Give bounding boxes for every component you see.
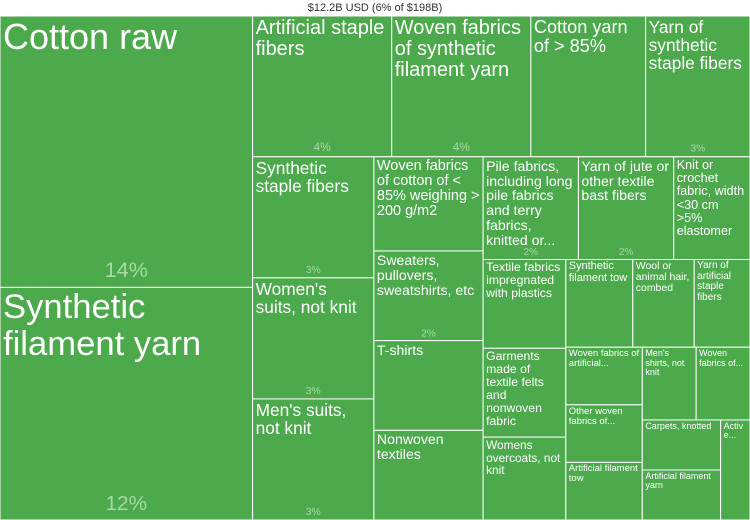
tile-label: Woven fabrics of cotton of < 85% weighin… bbox=[376, 157, 480, 220]
tile-label: Textile fabrics impregnated with plastic… bbox=[486, 260, 561, 301]
tile-label-box: Cotton raw bbox=[3, 16, 178, 57]
tile-label-box: Men's shirts, not knit bbox=[645, 348, 685, 378]
tile bbox=[632, 258, 695, 348]
tile bbox=[641, 346, 697, 421]
tile-label-box: Active... bbox=[723, 420, 744, 441]
tile-value-label: 2% bbox=[619, 247, 634, 258]
tile bbox=[565, 404, 643, 463]
tile-value-label: 2% bbox=[524, 247, 539, 258]
tile-value-label: 3% bbox=[690, 144, 705, 155]
tile-label-box: Yarn of jute or other textile bast fiber… bbox=[581, 157, 670, 204]
tile bbox=[641, 419, 722, 471]
tile bbox=[673, 156, 750, 260]
tile-label: Men's shirts, not knit bbox=[645, 348, 685, 378]
chart-title: $12.2B USD (6% of $198B) bbox=[308, 2, 443, 14]
tile-label-box: Sweaters, pullovers, sweatshirts, etc bbox=[376, 251, 475, 298]
tile bbox=[565, 346, 643, 406]
tile-label-box: Cotton yarn of > 85% bbox=[533, 17, 628, 57]
tile bbox=[252, 156, 375, 279]
tile-value-label: 4% bbox=[453, 140, 471, 154]
tile-label-box: Textile fabrics impregnated with plastic… bbox=[486, 260, 561, 301]
tile-label: Synthetic filament tow bbox=[568, 260, 628, 284]
tile-label: T-shirts bbox=[376, 341, 424, 358]
tile bbox=[0, 286, 254, 520]
tile-label: Synthetic filament yarn bbox=[3, 288, 202, 363]
tile bbox=[482, 156, 579, 260]
tile-label: Woven fabrics of synthetic filament yarn bbox=[394, 17, 521, 81]
tile-label: Yarn of artificial staple fibers bbox=[697, 260, 732, 303]
tile-label-box: Woven fabrics of... bbox=[699, 348, 744, 368]
tile-label: Knit or crochet fabric, width <30 cm >5%… bbox=[676, 157, 745, 239]
tile-label-box: Woven fabrics of synthetic filament yarn bbox=[394, 17, 521, 81]
tile-label: Sweaters, pullovers, sweatshirts, etc bbox=[376, 251, 475, 298]
tile bbox=[252, 398, 375, 520]
tile-label: Pile fabrics, including long pile fabric… bbox=[486, 157, 573, 248]
tile-label-box: Woven fabrics of artificial... bbox=[568, 348, 640, 370]
tile bbox=[482, 258, 567, 349]
tile-label-box: Wool or animal hair, combed bbox=[635, 261, 690, 295]
tile-label-box: Women's suits, not knit bbox=[255, 278, 357, 318]
tile bbox=[482, 436, 567, 520]
tile-label: Women's suits, not knit bbox=[255, 278, 357, 318]
tile-label-box: Synthetic filament yarn bbox=[3, 288, 202, 363]
tile-label-box: Knit or crochet fabric, width <30 cm >5%… bbox=[676, 157, 745, 239]
tile-label-box: T-shirts bbox=[376, 341, 424, 358]
tile-label-box: Synthetic filament tow bbox=[568, 260, 628, 284]
tile-label: Woven fabrics of artificial... bbox=[568, 348, 640, 370]
tile-label-box: Other woven fabrics of... bbox=[568, 405, 623, 427]
tile-label-box: Pile fabrics, including long pile fabric… bbox=[486, 157, 573, 248]
tile-label-box: Woven fabrics of cotton of < 85% weighin… bbox=[376, 157, 480, 220]
tile bbox=[720, 419, 750, 520]
tile-label-box: Yarn of artificial staple fibers bbox=[697, 260, 732, 303]
tile bbox=[252, 277, 375, 400]
tile-label: Garments made of textile felts and nonwo… bbox=[486, 349, 544, 428]
tile-label-box: Womens overcoats, not knit bbox=[486, 438, 561, 477]
tile-label: Other woven fabrics of... bbox=[568, 405, 623, 427]
tile-label-box: Yarn of synthetic staple fibers bbox=[648, 17, 742, 74]
tile-label: Active... bbox=[723, 420, 744, 441]
tile-label: Womens overcoats, not knit bbox=[486, 438, 561, 477]
tile bbox=[645, 15, 750, 158]
tile-label: Cotton raw bbox=[3, 16, 178, 57]
tile-label: Nonwoven textiles bbox=[376, 431, 444, 463]
tile-label: Men's suits, not knit bbox=[255, 399, 347, 439]
tile bbox=[577, 156, 675, 260]
tile-value-label: 14% bbox=[105, 257, 148, 282]
tile-label-box: Nonwoven textiles bbox=[376, 431, 444, 463]
tile bbox=[482, 347, 567, 438]
tile bbox=[0, 15, 254, 288]
tile-value-label: 3% bbox=[306, 386, 321, 397]
tile-value-label: 3% bbox=[306, 507, 321, 518]
tile-label: Cotton yarn of > 85% bbox=[533, 17, 628, 57]
tile-label-box: Artificial staple fibers bbox=[255, 17, 385, 60]
tile-label: Wool or animal hair, combed bbox=[635, 261, 690, 295]
tile bbox=[391, 15, 532, 158]
tile-value-label: 12% bbox=[106, 492, 148, 515]
tile-label-box: Artificial filament tow bbox=[568, 463, 638, 485]
tile bbox=[641, 469, 722, 520]
tile-label-box: Synthetic staple fibers bbox=[255, 157, 349, 196]
tile bbox=[530, 15, 647, 158]
tile-label: Artificial filament tow bbox=[568, 463, 638, 485]
tile-label-box: Carpets, knotted bbox=[645, 420, 712, 431]
tile-label: Artificial staple fibers bbox=[255, 17, 385, 60]
tile bbox=[565, 461, 643, 520]
tile-label: Carpets, knotted bbox=[645, 420, 712, 431]
tile-value-label: 2% bbox=[421, 328, 436, 339]
tile-label-box: Garments made of textile felts and nonwo… bbox=[486, 349, 544, 428]
tile-label: Yarn of synthetic staple fibers bbox=[648, 17, 742, 74]
tile-label: Woven fabrics of... bbox=[699, 348, 744, 368]
tile-value-label: 4% bbox=[313, 140, 331, 154]
tile-label: Yarn of jute or other textile bast fiber… bbox=[581, 157, 670, 204]
tile bbox=[373, 156, 484, 252]
tile-value-label: 3% bbox=[306, 265, 321, 276]
tile bbox=[373, 250, 484, 342]
tile-label-box: Artificial filament yarn bbox=[645, 470, 711, 491]
tile bbox=[373, 429, 484, 520]
tile-label: Artificial filament yarn bbox=[645, 470, 711, 491]
tile bbox=[693, 258, 750, 348]
tile-label: Synthetic staple fibers bbox=[255, 157, 349, 196]
tile-label-box: Men's suits, not knit bbox=[255, 399, 347, 439]
